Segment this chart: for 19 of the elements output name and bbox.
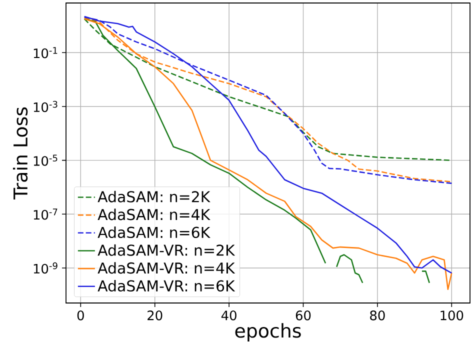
x-tick-label: 80 [370, 310, 385, 320]
x-tick-label: 60 [296, 310, 311, 320]
y-tick-label: 10$^{-1}$ [34, 47, 58, 58]
legend-label: AdaSAM-VR: n=6K [98, 280, 236, 292]
x-tick-label: 0 [77, 310, 84, 320]
x-tick-label: 40 [221, 310, 236, 320]
legend-label: AdaSAM-VR: n=2K [98, 244, 236, 256]
x-axis-title: epochs [235, 323, 301, 342]
x-tick-label: 20 [148, 310, 162, 320]
legend-label: AdaSAM: n=4K [98, 208, 210, 220]
legend-label: AdaSAM: n=6K [98, 226, 210, 238]
y-axis-title: Train Loss [12, 107, 28, 200]
legend-label: AdaSAM: n=2K [98, 190, 210, 202]
legend-label: AdaSAM-VR: n=4K [98, 262, 236, 274]
y-tick-label: 10$^{-3}$ [34, 100, 58, 112]
y-tick-label: 10$^{-5}$ [34, 154, 58, 166]
y-tick-label: 10$^{-7}$ [34, 208, 58, 220]
y-tick-label: 10$^{-9}$ [34, 262, 58, 274]
x-tick-label: 100 [440, 310, 464, 320]
